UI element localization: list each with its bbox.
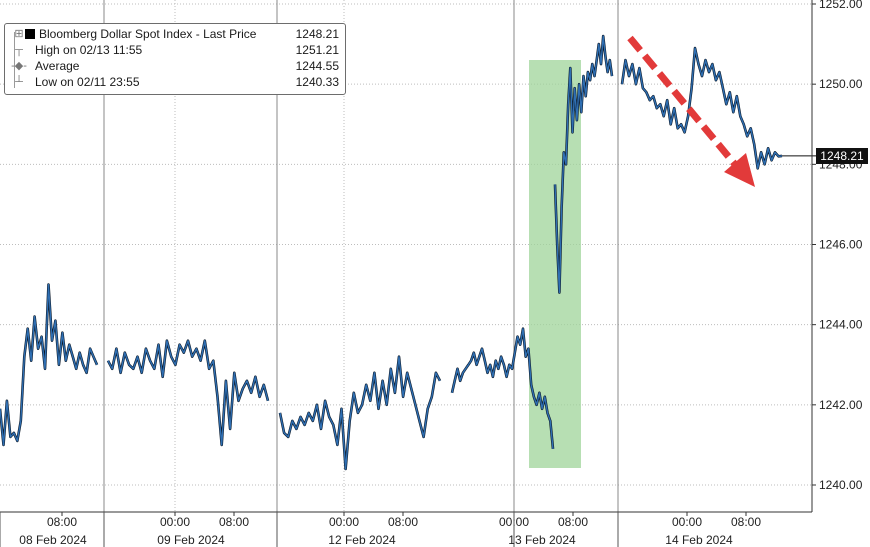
average-marker-icon: -◆- [11,60,27,72]
legend-row-average: -◆- Average 1244.55 [5,58,345,74]
legend-high-label: High on 02/13 11:55 [35,43,143,57]
y-tick-label: 1244.00 [819,318,863,332]
series-line [451,328,554,449]
legend-tree-line [14,32,15,88]
series-line [554,35,613,294]
y-tick-label: 1252.00 [819,0,863,11]
legend-high-value: 1251.21 [295,43,339,57]
x-tick-label: 00:00 [329,515,359,529]
arrow-head [724,153,755,187]
series-line-shadow [278,355,442,471]
price-series [0,34,816,471]
legend-row-series: ⊞ Bloomberg Dollar Spot Index - Last Pri… [5,26,345,42]
tree-node-icon: ⊞ [14,28,24,40]
x-tick-label: 08:00 [731,515,761,529]
legend-last-price: 1248.21 [295,27,339,41]
x-date-label: 12 Feb 2024 [328,533,396,547]
chart-legend: ⊞ Bloomberg Dollar Spot Index - Last Pri… [4,23,346,95]
x-tick-label: 00:00 [672,515,702,529]
y-tick-label: 1250.00 [819,77,863,91]
legend-row-low: ┴ Low on 02/11 23:55 1240.33 [5,74,345,90]
arrow-shaft [627,35,741,171]
legend-low-label: Low on 02/11 23:55 [35,75,140,89]
legend-low-value: 1240.33 [295,75,339,89]
series-line [0,283,98,446]
x-date-label: 08 Feb 2024 [19,533,87,547]
x-date-label: 13 Feb 2024 [508,533,576,547]
x-tick-label: 08:00 [219,515,249,529]
series-line-shadow [620,46,783,170]
legend-average-value: 1244.55 [295,59,339,73]
x-tick-label: 08:00 [558,515,588,529]
legend-average-label: Average [35,59,80,73]
y-tick-label: 1246.00 [819,238,863,252]
series-line-shadow [106,339,270,447]
x-date-label: 14 Feb 2024 [665,533,733,547]
x-tick-label: 08:00 [47,515,77,529]
y-tick-label: 1240.00 [819,478,863,492]
high-marker-icon: ┬ [15,44,23,56]
x-date-label: 09 Feb 2024 [157,533,225,547]
legend-row-high: ┬ High on 02/13 11:55 1251.21 [5,42,345,58]
low-marker-icon: ┴ [15,76,23,88]
y-tick-label: 1242.00 [819,398,863,412]
series-line [107,340,269,446]
x-tick-label: 08:00 [388,515,418,529]
series-line [621,47,783,170]
legend-series-title: Bloomberg Dollar Spot Index - Last Price [39,27,257,41]
x-tick-label: 00:00 [160,515,190,529]
down-trend-arrow [627,35,755,187]
last-price-tag: 1248.21 [816,148,868,164]
series-line [279,356,441,470]
series-swatch [25,29,35,39]
